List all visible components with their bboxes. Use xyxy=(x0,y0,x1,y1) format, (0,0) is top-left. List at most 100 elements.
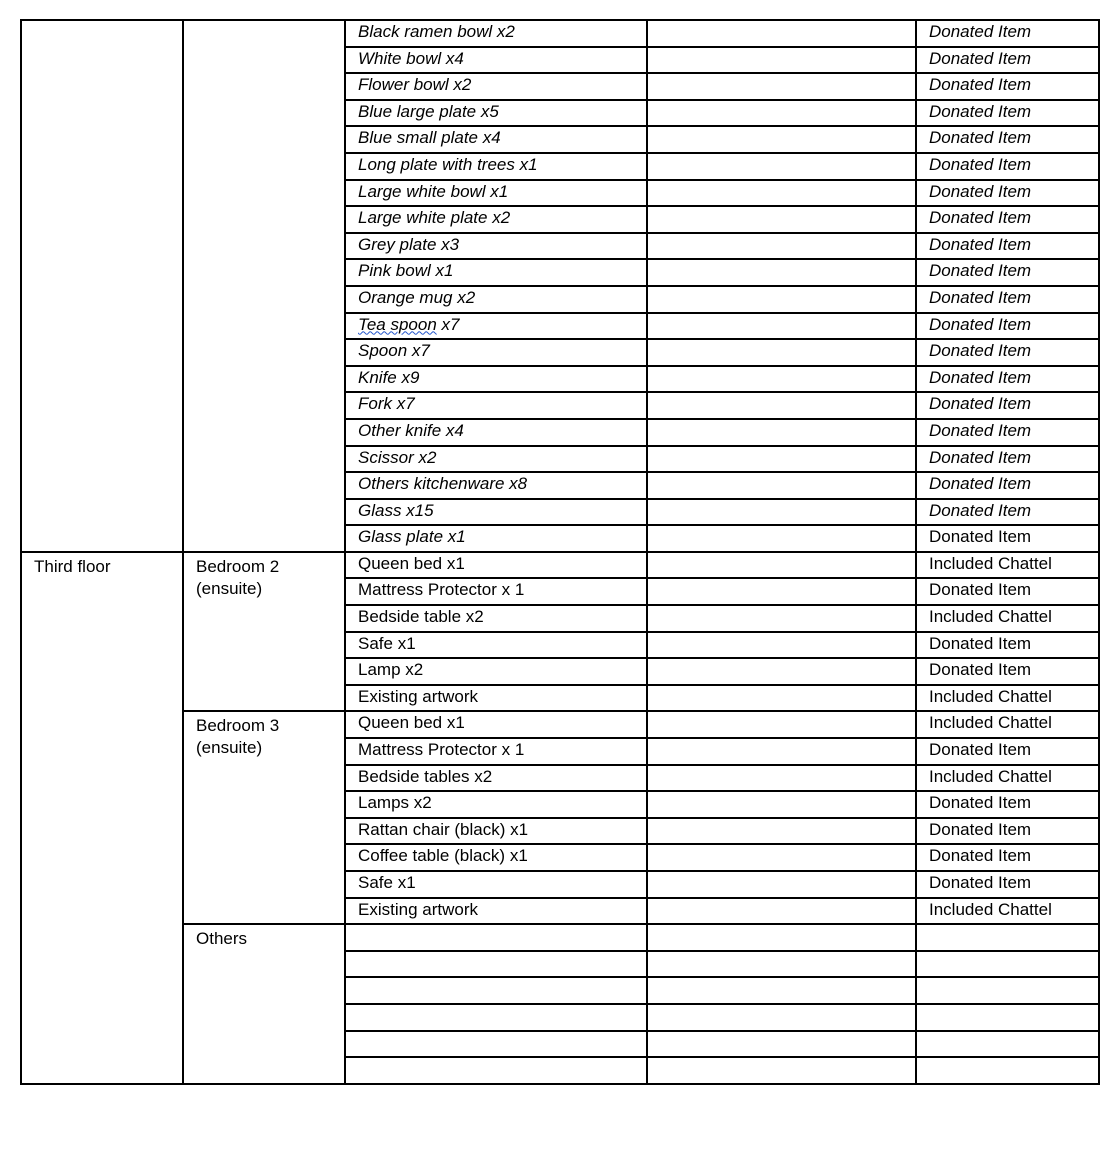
notes-cell[interactable] xyxy=(646,338,917,367)
item-cell[interactable] xyxy=(344,923,648,952)
floor-cell[interactable] xyxy=(20,19,184,553)
status-cell[interactable]: Donated Item xyxy=(915,577,1100,607)
item-cell[interactable]: Queen bed x1 xyxy=(344,550,648,580)
status-cell[interactable]: Donated Item xyxy=(915,258,1100,287)
item-cell[interactable]: Long plate with trees x1 xyxy=(344,151,648,181)
status-cell[interactable] xyxy=(915,1029,1100,1059)
status-cell[interactable]: Donated Item xyxy=(915,125,1100,154)
floor-cell[interactable]: Third floor xyxy=(20,550,184,1085)
room-cell[interactable]: Bedroom 3 (ensuite) xyxy=(182,710,346,926)
notes-cell[interactable] xyxy=(646,896,917,926)
notes-cell[interactable] xyxy=(646,1056,917,1085)
item-cell[interactable] xyxy=(344,1029,648,1059)
notes-cell[interactable] xyxy=(646,683,917,713)
status-cell[interactable]: Donated Item xyxy=(915,231,1100,261)
notes-cell[interactable] xyxy=(646,151,917,181)
notes-cell[interactable] xyxy=(646,710,917,740)
item-cell[interactable]: Large white plate x2 xyxy=(344,205,648,234)
status-cell[interactable] xyxy=(915,1056,1100,1085)
item-cell[interactable]: Other knife x4 xyxy=(344,417,648,447)
notes-cell[interactable] xyxy=(646,72,917,101)
notes-cell[interactable] xyxy=(646,19,917,48)
item-cell[interactable] xyxy=(344,1002,648,1032)
status-cell[interactable]: Donated Item xyxy=(915,444,1100,474)
notes-cell[interactable] xyxy=(646,98,917,128)
item-cell[interactable]: Orange mug x2 xyxy=(344,284,648,314)
notes-cell[interactable] xyxy=(646,45,917,75)
notes-cell[interactable] xyxy=(646,630,917,660)
item-cell[interactable] xyxy=(344,949,648,979)
notes-cell[interactable] xyxy=(646,870,917,899)
item-cell[interactable]: Lamp x2 xyxy=(344,657,648,686)
status-cell[interactable] xyxy=(915,1002,1100,1032)
item-cell[interactable]: Pink bowl x1 xyxy=(344,258,648,287)
status-cell[interactable]: Included Chattel xyxy=(915,896,1100,926)
item-cell[interactable]: White bowl x4 xyxy=(344,45,648,75)
item-cell[interactable]: Blue large plate x5 xyxy=(344,98,648,128)
status-cell[interactable]: Donated Item xyxy=(915,497,1100,527)
status-cell[interactable]: Donated Item xyxy=(915,816,1100,846)
item-cell[interactable]: Large white bowl x1 xyxy=(344,178,648,208)
status-cell[interactable]: Donated Item xyxy=(915,870,1100,899)
status-cell[interactable]: Donated Item xyxy=(915,417,1100,447)
item-cell[interactable]: Tea spoon x7 xyxy=(344,311,648,341)
status-cell[interactable] xyxy=(915,923,1100,952)
item-cell[interactable]: Blue small plate x4 xyxy=(344,125,648,154)
notes-cell[interactable] xyxy=(646,1029,917,1059)
item-cell[interactable]: Lamps x2 xyxy=(344,790,648,819)
status-cell[interactable]: Donated Item xyxy=(915,364,1100,394)
notes-cell[interactable] xyxy=(646,364,917,394)
status-cell[interactable]: Donated Item xyxy=(915,843,1100,872)
item-cell[interactable]: Existing artwork xyxy=(344,683,648,713)
room-cell[interactable] xyxy=(182,19,346,553)
notes-cell[interactable] xyxy=(646,843,917,872)
status-cell[interactable]: Included Chattel xyxy=(915,710,1100,740)
notes-cell[interactable] xyxy=(646,976,917,1005)
item-cell[interactable]: Scissor x2 xyxy=(344,444,648,474)
item-cell[interactable]: Glass x15 xyxy=(344,497,648,527)
status-cell[interactable]: Included Chattel xyxy=(915,683,1100,713)
spelling-flag[interactable]: Tea spoon xyxy=(358,314,437,334)
notes-cell[interactable] xyxy=(646,178,917,208)
notes-cell[interactable] xyxy=(646,550,917,580)
status-cell[interactable]: Included Chattel xyxy=(915,763,1100,793)
notes-cell[interactable] xyxy=(646,125,917,154)
notes-cell[interactable] xyxy=(646,231,917,261)
notes-cell[interactable] xyxy=(646,1002,917,1032)
notes-cell[interactable] xyxy=(646,524,917,553)
notes-cell[interactable] xyxy=(646,949,917,979)
status-cell[interactable]: Donated Item xyxy=(915,311,1100,341)
notes-cell[interactable] xyxy=(646,444,917,474)
notes-cell[interactable] xyxy=(646,657,917,686)
item-cell[interactable]: Queen bed x1 xyxy=(344,710,648,740)
status-cell[interactable]: Donated Item xyxy=(915,178,1100,208)
item-cell[interactable]: Flower bowl x2 xyxy=(344,72,648,101)
notes-cell[interactable] xyxy=(646,763,917,793)
status-cell[interactable]: Donated Item xyxy=(915,19,1100,48)
status-cell[interactable]: Donated Item xyxy=(915,790,1100,819)
status-cell[interactable]: Donated Item xyxy=(915,72,1100,101)
item-cell[interactable]: Bedside table x2 xyxy=(344,604,648,633)
notes-cell[interactable] xyxy=(646,497,917,527)
item-cell[interactable]: Others kitchenware x8 xyxy=(344,471,648,500)
notes-cell[interactable] xyxy=(646,471,917,500)
item-cell[interactable]: Glass plate x1 xyxy=(344,524,648,553)
item-cell[interactable]: Coffee table (black) x1 xyxy=(344,843,648,872)
status-cell[interactable] xyxy=(915,976,1100,1005)
notes-cell[interactable] xyxy=(646,816,917,846)
status-cell[interactable]: Donated Item xyxy=(915,630,1100,660)
item-cell[interactable]: Safe x1 xyxy=(344,630,648,660)
status-cell[interactable]: Donated Item xyxy=(915,98,1100,128)
status-cell[interactable]: Donated Item xyxy=(915,45,1100,75)
notes-cell[interactable] xyxy=(646,205,917,234)
item-cell[interactable] xyxy=(344,1056,648,1085)
item-cell[interactable] xyxy=(344,976,648,1005)
notes-cell[interactable] xyxy=(646,417,917,447)
item-cell[interactable]: Knife x9 xyxy=(344,364,648,394)
notes-cell[interactable] xyxy=(646,577,917,607)
room-cell[interactable]: Others xyxy=(182,923,346,1085)
status-cell[interactable]: Included Chattel xyxy=(915,604,1100,633)
status-cell[interactable]: Donated Item xyxy=(915,338,1100,367)
notes-cell[interactable] xyxy=(646,737,917,766)
item-cell[interactable]: Grey plate x3 xyxy=(344,231,648,261)
